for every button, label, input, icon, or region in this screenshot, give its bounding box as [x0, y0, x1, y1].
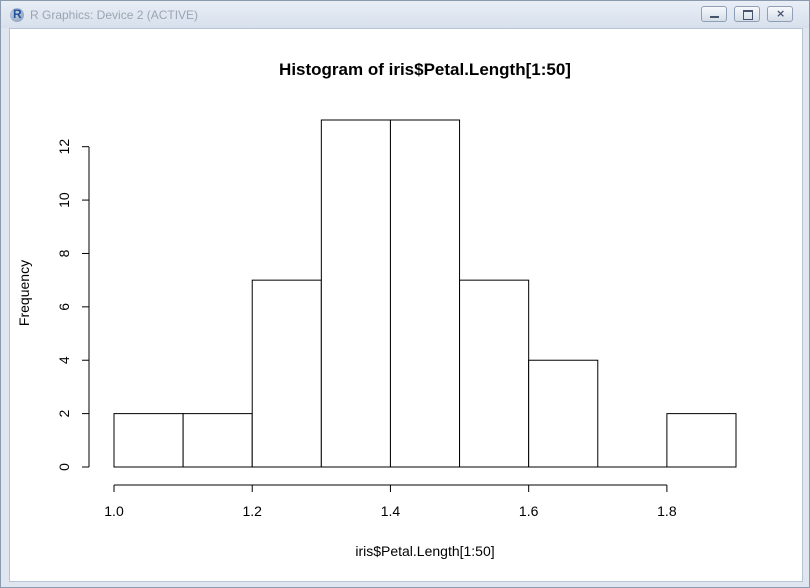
chart-title: Histogram of iris$Petal.Length[1:50]: [279, 60, 571, 79]
y-axis: 0 2 4 6 8 10 12: [56, 139, 90, 471]
x-tick-label: 1.2: [242, 503, 262, 519]
y-tick-label: 10: [56, 192, 72, 208]
x-tick-label: 1.8: [657, 503, 677, 519]
r-app-icon: R: [10, 7, 24, 22]
histogram-bar-3: [251, 279, 322, 468]
y-tick-label: 6: [56, 303, 72, 311]
histogram-bar-4: [320, 119, 391, 468]
histogram-bars: [113, 119, 737, 468]
histogram-bar-5: [389, 119, 461, 468]
plot-area: Histogram of iris$Petal.Length[1:50] iri…: [9, 28, 803, 582]
histogram-bar-7: [528, 359, 599, 468]
title-bar[interactable]: R R Graphics: Device 2 (ACTIVE) ×: [1, 1, 809, 28]
y-tick-label: 12: [56, 139, 72, 155]
minimize-icon: [710, 16, 719, 18]
maximize-button[interactable]: [734, 6, 760, 22]
x-tick-label: 1.0: [104, 503, 124, 519]
x-axis: 1.0 1.2 1.4 1.6 1.8: [104, 484, 677, 519]
minimize-button[interactable]: [701, 6, 727, 22]
histogram-bar-6: [459, 279, 530, 468]
y-tick-label: 0: [56, 463, 72, 471]
close-button[interactable]: ×: [767, 6, 793, 22]
r-app-icon-letter: R: [13, 7, 22, 21]
y-tick-label: 4: [56, 356, 72, 364]
histogram-bar-2: [182, 413, 253, 468]
histogram-bar-9: [666, 413, 737, 468]
y-tick-label: 8: [56, 249, 72, 257]
close-icon: ×: [776, 7, 786, 20]
histogram-chart: Histogram of iris$Petal.Length[1:50] iri…: [16, 60, 737, 559]
x-tick-label: 1.4: [381, 503, 401, 519]
y-axis-label: Frequency: [16, 260, 32, 326]
x-tick-label: 1.6: [519, 503, 539, 519]
x-axis-label: iris$Petal.Length[1:50]: [355, 543, 494, 559]
window-title: R Graphics: Device 2 (ACTIVE): [30, 8, 199, 22]
maximize-icon: [743, 10, 753, 20]
y-tick-label: 2: [56, 410, 72, 418]
histogram-bar-1: [113, 413, 184, 468]
